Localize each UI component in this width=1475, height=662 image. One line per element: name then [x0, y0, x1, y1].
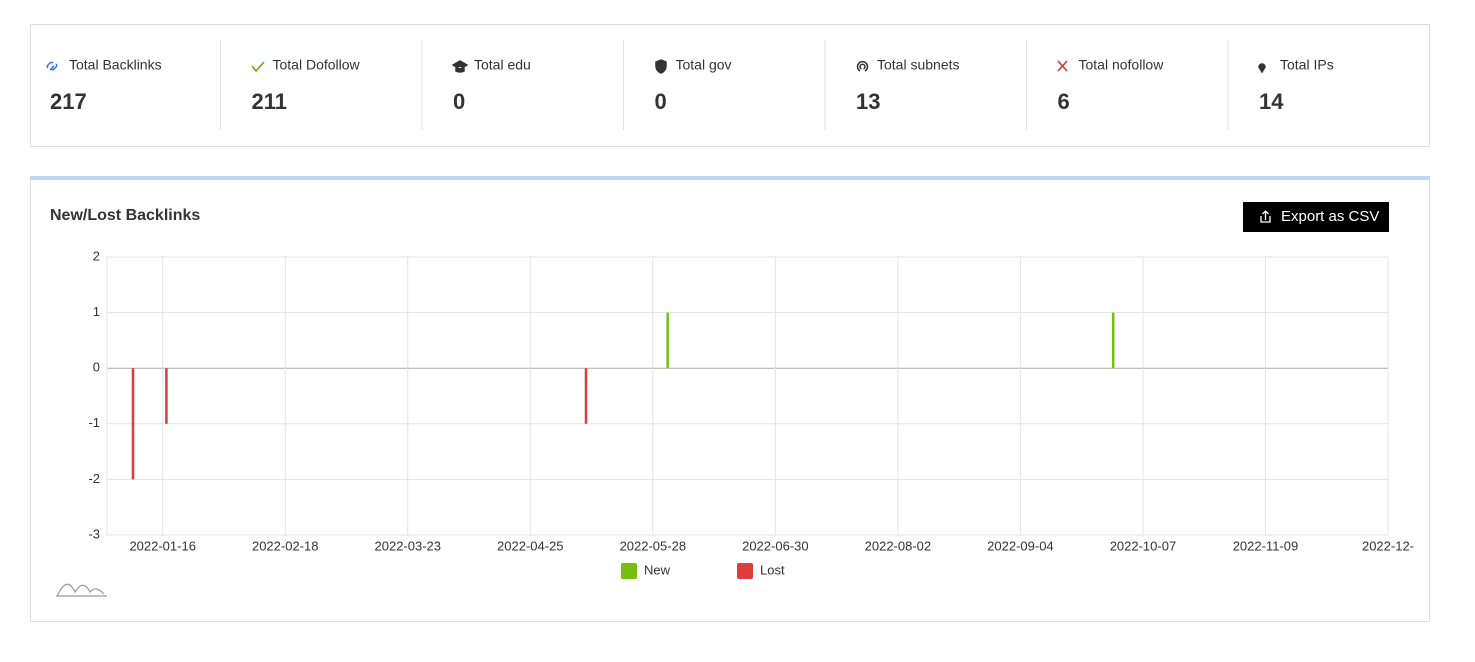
x-tick-label: 2022-08-02 [865, 538, 932, 553]
y-tick-label: -2 [88, 471, 100, 486]
export-button[interactable]: Export as CSV [1243, 202, 1389, 232]
stat-icon [856, 60, 869, 72]
stat-label: Total edu [474, 57, 531, 73]
y-tick-label: -3 [88, 526, 100, 541]
x-tick-label: 2022-06-30 [742, 538, 809, 553]
stat-value: 14 [1259, 89, 1284, 114]
x-tick-label: 2022-11-09 [1233, 538, 1299, 553]
stat-label: Total gov [676, 57, 732, 73]
stat-icon [46, 61, 58, 71]
stat-value: 13 [856, 89, 880, 114]
stat-value: 0 [453, 89, 465, 114]
stat-value: 0 [655, 89, 667, 114]
y-tick-label: 0 [93, 360, 100, 375]
export-icon[interactable] [1260, 210, 1271, 223]
stat-value: 6 [1058, 89, 1070, 114]
chart-panel [30, 176, 1430, 622]
stat-icon [1258, 63, 1266, 74]
stat-icon [251, 61, 265, 73]
stat-label: Total nofollow [1079, 57, 1165, 73]
x-tick-label: 2022-12- [1362, 538, 1414, 553]
y-tick-label: 1 [93, 304, 100, 319]
stat-value: 211 [252, 89, 288, 114]
chart-title: New/Lost Backlinks [50, 207, 200, 224]
x-tick-label: 2022-04-25 [497, 538, 564, 553]
x-tick-label: 2022-03-23 [375, 538, 442, 553]
button-bg[interactable] [1243, 202, 1389, 232]
x-tick-label: 2022-01-16 [129, 538, 196, 553]
stat-label: Total subnets [877, 57, 960, 73]
x-tick-label: 2022-10-07 [1110, 538, 1177, 553]
stat-icon [451, 60, 469, 73]
stat-label: Total Dofollow [273, 57, 361, 73]
stat-label: Total Backlinks [69, 57, 162, 73]
y-tick-label: -1 [88, 415, 100, 430]
stat-label: Total IPs [1280, 57, 1334, 73]
x-tick-label: 2022-02-18 [252, 538, 319, 553]
stats-panel [30, 24, 1430, 147]
x-tick-label: 2022-05-28 [620, 538, 687, 553]
stat-value: 217 [50, 89, 87, 114]
button-label[interactable]: Export as CSV [1281, 208, 1379, 225]
stat-icon [1057, 60, 1068, 72]
legend-swatch [621, 563, 637, 579]
y-tick-label: 2 [93, 248, 100, 263]
logo-icon [56, 583, 107, 597]
x-tick-label: 2022-09-04 [987, 538, 1054, 553]
panel-accent [30, 176, 1430, 180]
legend-label: Lost [760, 562, 785, 577]
legend-label: New [644, 562, 671, 577]
legend-swatch [737, 563, 753, 579]
stat-icon [655, 59, 667, 74]
